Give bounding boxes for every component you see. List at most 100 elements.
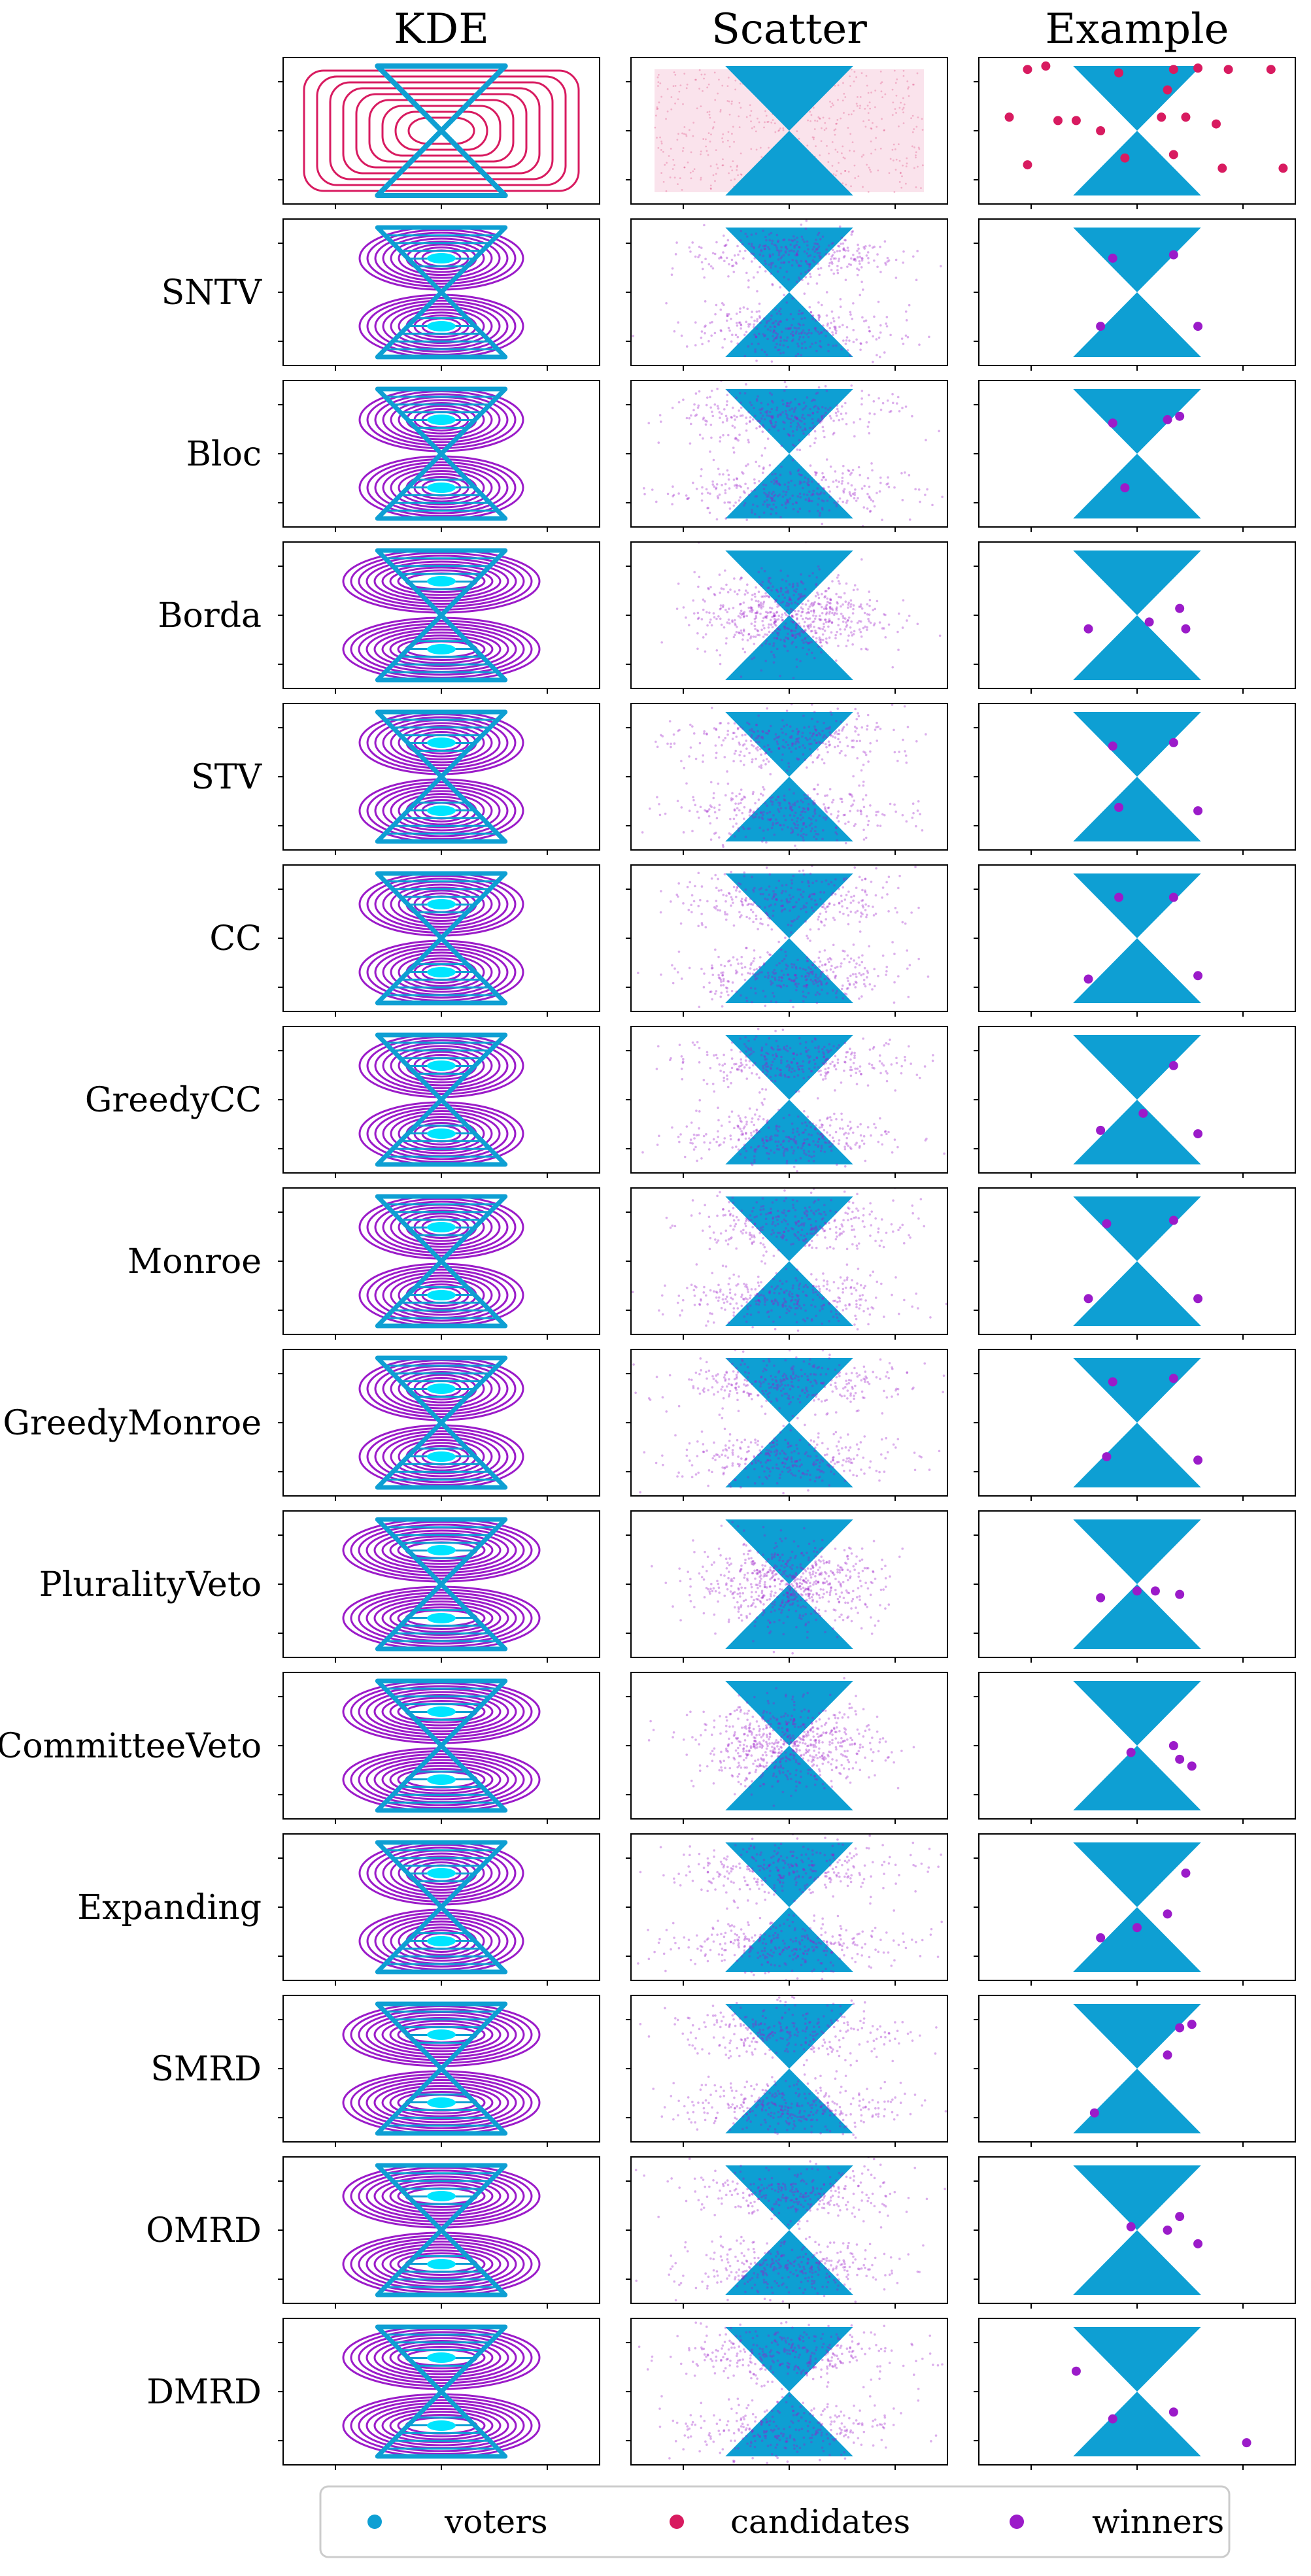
scatter-winner-point <box>857 901 860 904</box>
scatter-winner-point <box>700 913 703 915</box>
scatter-winner-point <box>768 428 771 432</box>
scatter-winner-point <box>722 739 725 742</box>
scatter-winner-point <box>784 506 787 509</box>
scatter-winner-point <box>773 329 775 332</box>
scatter-winner-point <box>817 407 820 411</box>
scatter-winner-point <box>823 435 826 439</box>
scatter-winner-point <box>792 620 795 624</box>
scatter-winner-point <box>824 1213 827 1216</box>
scatter-winner-point <box>781 745 784 748</box>
scatter-winner-point <box>808 817 811 820</box>
scatter-winner-point <box>813 892 816 896</box>
scatter-winner-point <box>711 480 714 483</box>
scatter-winner-point <box>781 593 785 596</box>
scatter-winner-point <box>803 1142 806 1145</box>
scatter-winner-point <box>794 983 797 986</box>
scatter-winner-point <box>817 1138 821 1141</box>
scatter-candidate-point <box>712 126 715 128</box>
scatter-winner-point <box>717 782 720 785</box>
scatter-winner-point <box>877 397 880 399</box>
scatter-winner-point <box>774 620 776 623</box>
scatter-winner-point <box>813 830 817 833</box>
scatter-winner-point <box>797 737 800 740</box>
scatter-winner-point <box>823 734 826 737</box>
scatter-winner-point <box>706 624 709 627</box>
scatter-winner-point <box>790 1070 793 1074</box>
scatter-winner-point <box>816 756 819 760</box>
scatter-winner-point <box>829 602 832 605</box>
scatter-winner-point <box>793 326 796 330</box>
scatter-winner-point <box>838 741 842 743</box>
scatter-winner-point <box>843 1147 847 1151</box>
scatter-winner-point <box>811 1040 814 1043</box>
scatter-winner-point <box>754 737 757 740</box>
scatter-winner-point <box>758 966 761 969</box>
scatter-winner-point <box>849 1047 851 1051</box>
scatter-winner-point <box>848 960 851 964</box>
scatter-winner-point <box>783 815 786 817</box>
scatter-winner-point <box>730 990 734 992</box>
scatter-winner-point <box>813 626 815 628</box>
scatter-winner-point <box>715 728 718 730</box>
scatter-winner-point <box>816 991 819 994</box>
scatter-winner-point <box>803 341 806 344</box>
scatter-winner-point <box>676 971 679 974</box>
scatter-winner-point <box>813 892 816 896</box>
scatter-winner-point <box>832 333 834 336</box>
scatter-winner-point <box>837 1142 840 1145</box>
scatter-winner-point <box>861 889 864 892</box>
scatter-winner-point <box>851 795 854 798</box>
scatter-winner-point <box>762 624 765 627</box>
scatter-winner-point <box>827 625 830 628</box>
scatter-winner-point <box>775 984 779 987</box>
scatter-winner-point <box>847 249 850 252</box>
scatter-winner-point <box>720 964 723 966</box>
scatter-winner-point <box>874 894 877 897</box>
scatter-candidate-point <box>764 110 766 112</box>
scatter-winner-point <box>712 796 715 800</box>
scatter-winner-point <box>821 522 824 526</box>
scatter-winner-point <box>896 760 899 762</box>
scatter-winner-point <box>824 794 826 798</box>
scatter-winner-point <box>777 258 780 261</box>
scatter-winner-point <box>720 623 723 626</box>
scatter-winner-point <box>764 334 766 337</box>
scatter-winner-point <box>737 1125 740 1128</box>
scatter-winner-point <box>723 569 726 572</box>
scatter-winner-point <box>721 974 724 977</box>
scatter-candidate-point <box>843 157 846 160</box>
scatter-winner-point <box>746 591 749 594</box>
scatter-winner-point <box>840 962 843 965</box>
scatter-winner-point <box>713 1290 715 1293</box>
scatter-winner-point <box>815 728 817 732</box>
scatter-winner-point <box>753 730 756 734</box>
scatter-winner-point <box>810 1318 813 1321</box>
scatter-candidate-point <box>660 148 662 151</box>
scatter-winner-point <box>741 1132 744 1135</box>
scatter-winner-point <box>837 814 840 817</box>
scatter-winner-point <box>791 415 794 417</box>
scatter-winner-point <box>823 721 825 724</box>
scatter-winner-point <box>894 907 897 909</box>
kde-contour-winners <box>358 554 525 608</box>
scatter-winner-point <box>834 975 836 978</box>
scatter-winner-point <box>915 1292 917 1295</box>
scatter-winner-point <box>774 265 777 268</box>
scatter-winner-point <box>781 959 784 962</box>
scatter-winner-point <box>821 633 825 636</box>
scatter-winner-point <box>809 737 811 740</box>
scatter-candidate-point <box>813 128 816 130</box>
scatter-winner-point <box>901 921 904 924</box>
scatter-winner-point <box>751 728 753 730</box>
scatter-winner-point <box>762 837 766 839</box>
scatter-winner-point <box>840 798 843 800</box>
scatter-winner-point <box>787 278 790 281</box>
example-winners-point <box>1083 624 1093 634</box>
scatter-winner-point <box>877 725 879 728</box>
scatter-winner-point <box>916 250 919 252</box>
scatter-winner-point <box>789 807 792 809</box>
scatter-winner-point <box>741 734 744 737</box>
scatter-winner-point <box>680 1067 683 1070</box>
scatter-candidate-point <box>679 84 682 87</box>
scatter-winner-point <box>784 250 787 253</box>
